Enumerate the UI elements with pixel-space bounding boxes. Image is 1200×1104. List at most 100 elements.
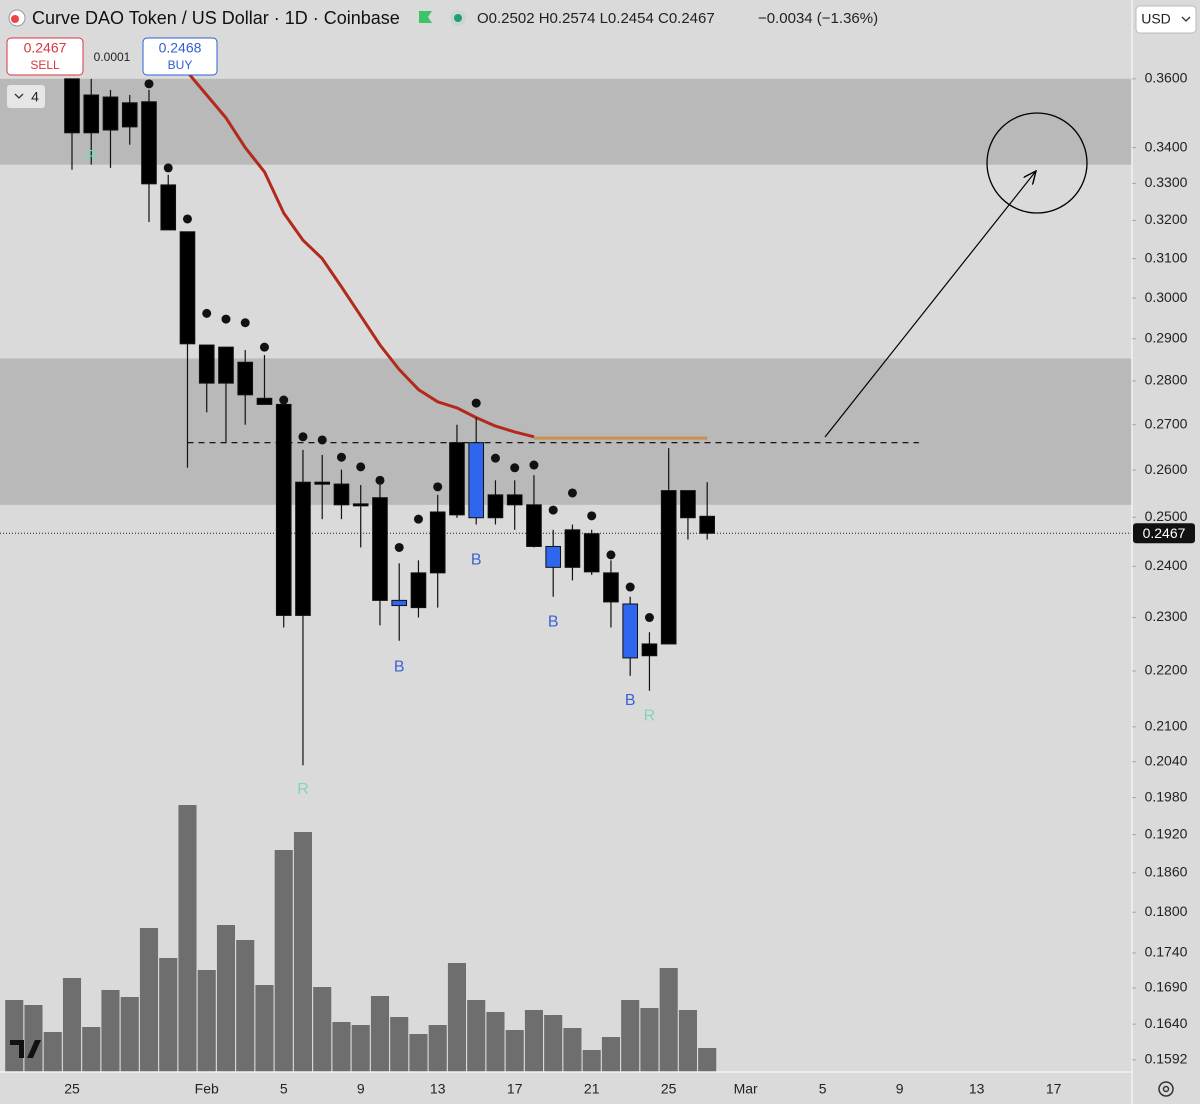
volume-bar	[640, 1008, 659, 1072]
candle-body	[237, 361, 254, 396]
spread: 0.0001	[94, 50, 131, 64]
signal-dot	[548, 505, 558, 515]
signal-label: B	[394, 658, 405, 675]
candle-body	[699, 515, 716, 534]
y-tick-label: 0.2400	[1145, 557, 1188, 573]
zone	[0, 358, 1132, 505]
volume-bar	[332, 1022, 351, 1072]
candle-body	[545, 545, 562, 568]
buy-label: BUY	[168, 58, 193, 72]
chevron-icon	[1181, 16, 1191, 22]
volume-bar	[120, 997, 139, 1072]
candle-body	[391, 599, 408, 607]
y-tick-label: 0.1592	[1145, 1051, 1188, 1067]
y-tick-label: 0.1640	[1145, 1015, 1188, 1031]
volume-bar	[43, 1032, 62, 1072]
price-change: −0.0034 (−1.36%)	[758, 10, 878, 27]
x-tick-label: 13	[430, 1081, 446, 1097]
signal-dot	[471, 398, 481, 408]
volume-bar	[5, 1000, 24, 1072]
y-tick-label: 0.3200	[1145, 211, 1188, 227]
y-tick-label: 0.2800	[1145, 372, 1188, 388]
signal-dot	[144, 79, 154, 89]
signal-dot	[298, 432, 308, 442]
candle-body	[622, 603, 639, 659]
candle-body	[64, 78, 80, 134]
settings-icon[interactable]	[1158, 1081, 1174, 1097]
candle-body	[333, 483, 350, 506]
price-tag	[1133, 523, 1195, 544]
volume-bar	[62, 978, 82, 1072]
signal-label: B	[625, 692, 636, 709]
volume-bar	[274, 850, 293, 1072]
price-axis	[1132, 0, 1200, 1104]
candle-body	[660, 490, 677, 645]
candle-body	[449, 442, 465, 516]
volume-bar	[486, 1012, 505, 1072]
volume-bar	[428, 1025, 447, 1072]
volume-bar	[390, 1017, 409, 1072]
x-tick-label: Mar	[734, 1081, 758, 1097]
volume-bar	[370, 996, 390, 1072]
signal-dot	[625, 582, 635, 592]
volume-bar	[24, 1005, 43, 1072]
y-tick-label: 0.1920	[1145, 825, 1188, 841]
y-tick-label: 0.2040	[1145, 752, 1188, 768]
candle-body	[410, 572, 427, 609]
volume-bar	[524, 1010, 543, 1072]
y-tick-label: 0.2900	[1145, 330, 1188, 346]
signal-label: R	[85, 148, 97, 165]
candle-body	[564, 529, 581, 568]
volume-bar	[447, 963, 467, 1072]
signal-dot	[433, 482, 443, 492]
y-tick-label: 0.2500	[1145, 508, 1188, 524]
signal-label: B	[548, 613, 559, 630]
indicators-count: 4	[31, 89, 39, 105]
buy-button[interactable]	[142, 37, 218, 76]
sell-button[interactable]	[6, 37, 84, 76]
price-tag-label: 0.2467	[1143, 525, 1186, 541]
volume-bar	[351, 1025, 370, 1072]
y-tick-label: 0.2100	[1145, 718, 1188, 734]
signal-label: R	[297, 781, 309, 798]
x-tick-label: 9	[357, 1081, 365, 1097]
signal-dot	[317, 435, 327, 445]
candle-body	[506, 494, 523, 506]
volume-bar	[582, 1050, 601, 1072]
settings-icon	[1162, 1085, 1170, 1093]
target-arrow	[824, 171, 1036, 438]
volume-bar	[698, 1048, 717, 1072]
signal-dot	[490, 453, 500, 463]
indicators-toggle[interactable]	[7, 85, 45, 108]
sell-label: SELL	[30, 58, 60, 72]
volume-bar	[255, 985, 274, 1072]
signal-label: R	[644, 707, 656, 724]
volume-bar	[601, 1037, 620, 1072]
signal-dot	[375, 475, 385, 485]
x-tick-label: 9	[896, 1081, 904, 1097]
candle-body	[198, 344, 215, 384]
y-tick-label: 0.2300	[1145, 608, 1188, 624]
candle-body	[102, 96, 119, 131]
y-tick-label: 0.3100	[1145, 249, 1188, 265]
signal-label: B	[471, 552, 482, 569]
y-tick-label: 0.1860	[1145, 863, 1188, 879]
x-tick-label: 25	[64, 1081, 80, 1097]
candle-body	[179, 231, 196, 345]
sell-price: 0.2467	[24, 40, 67, 56]
moving-average	[186, 71, 535, 439]
chevron-icon	[14, 93, 24, 99]
volume-bar	[82, 1027, 101, 1072]
volume-bar	[313, 987, 332, 1072]
volume-bar	[563, 1028, 582, 1072]
y-tick-label: 0.1980	[1145, 788, 1188, 804]
candle-body	[275, 403, 292, 616]
y-tick-label: 0.3300	[1145, 174, 1188, 190]
candle-body	[641, 643, 658, 657]
y-tick-label: 0.3400	[1145, 138, 1188, 154]
currency-select[interactable]	[1135, 5, 1197, 34]
candle-body	[160, 184, 177, 231]
